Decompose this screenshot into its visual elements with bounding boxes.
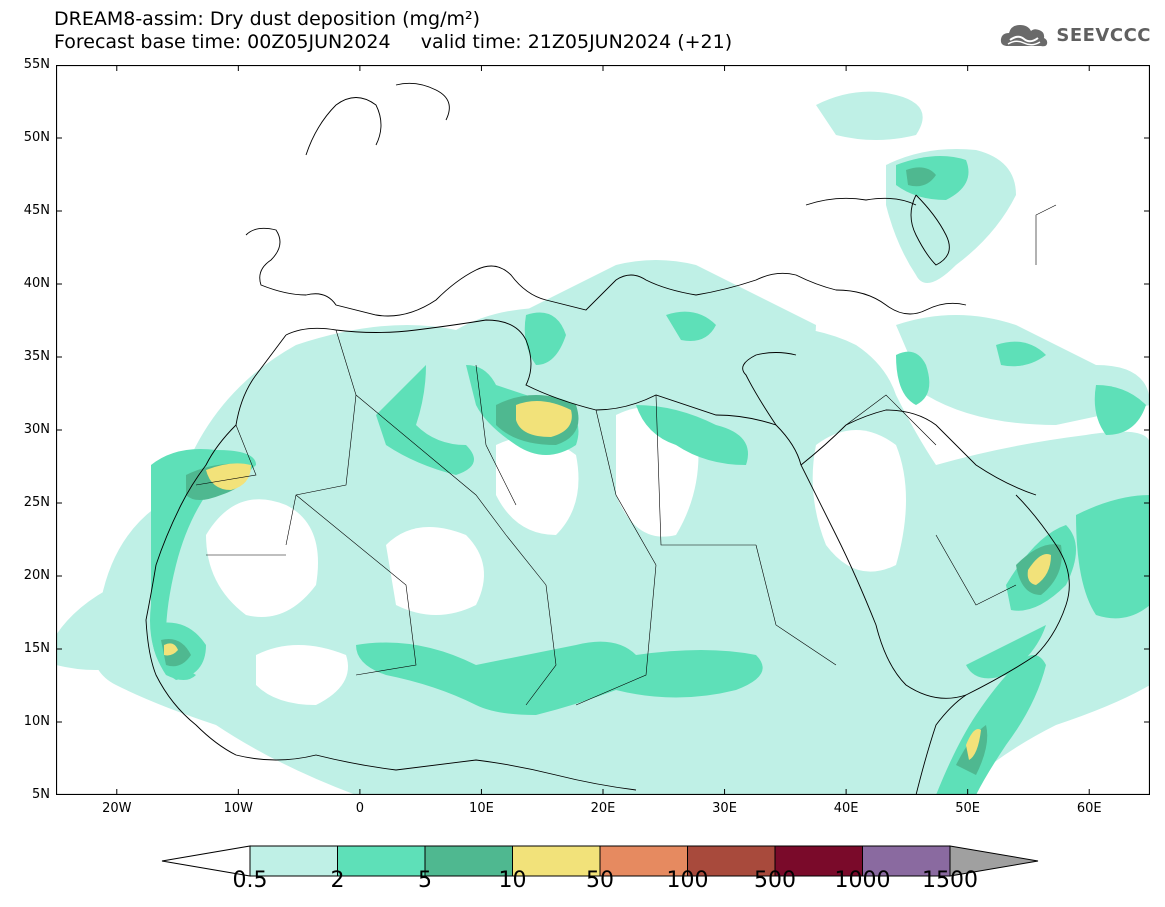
- colorbar-label: 10: [498, 868, 527, 893]
- logo-text: SEEVCCC: [1056, 24, 1151, 46]
- base-time: Forecast base time: 00Z05JUN2024: [54, 31, 391, 53]
- longitude-label: 60E: [1076, 801, 1102, 816]
- dust-band-iran-2: [996, 341, 1046, 367]
- dust-region-north-africa: [91, 307, 1150, 795]
- dust-region-west-atlantic: [56, 585, 136, 670]
- colorbar-label: 1500: [922, 868, 978, 893]
- dust-peak-libya: [516, 401, 572, 437]
- dust-band-arabian-sea: [1076, 495, 1150, 619]
- map-panel: [55, 64, 1151, 799]
- borders: [195, 204, 1057, 706]
- colorbar-label: 0.5: [232, 868, 268, 893]
- chart-title: DREAM8-assim: Dry dust deposition (mg/m²…: [54, 8, 481, 30]
- latitude-label: 20N: [23, 568, 50, 583]
- dust-peak-west-sahara: [206, 463, 251, 490]
- dust-band-pakistan: [1094, 385, 1146, 435]
- seevccc-logo: SEEVCCC: [998, 20, 1151, 50]
- colorbar-label: 100: [666, 868, 709, 893]
- clear-area-mid-sahara: [496, 437, 579, 535]
- axis-ticks: [56, 64, 1150, 796]
- longitude-label: 0: [355, 801, 365, 816]
- cloud-icon: [1001, 25, 1048, 47]
- map-canvas: [55, 64, 1151, 796]
- latitude-label: 45N: [23, 203, 50, 218]
- colorbar-label: 50: [586, 868, 614, 893]
- colorbar-graphic: [161, 845, 1039, 877]
- colorbar-segment: [249, 845, 338, 877]
- dust-peak-somalia: [966, 729, 981, 760]
- latitude-label: 35N: [23, 349, 50, 364]
- colorbar-segment: [774, 845, 863, 877]
- dust-region-mediterranean: [496, 260, 816, 385]
- longitude-label: 20W: [102, 801, 132, 816]
- colorbar-over-arrow: [949, 845, 1039, 877]
- latitude-label: 10N: [23, 714, 50, 729]
- longitude-label: 20E: [590, 801, 616, 816]
- latitude-label: 40N: [23, 276, 50, 291]
- clear-area-sahel-west: [256, 645, 348, 705]
- colorbar-label: 1000: [834, 868, 891, 893]
- colorbar-labels: 0.5 2 5 10 50 100 500 1000 1500: [0, 868, 1165, 898]
- clear-area-sahara-2: [386, 527, 484, 615]
- dust-peak-senegal: [164, 643, 178, 656]
- dust-band-west-coast: [150, 449, 256, 680]
- latitude-label: 30N: [23, 422, 50, 437]
- dust-band-iran-1: [896, 351, 930, 405]
- dust-band-aegean: [666, 311, 716, 341]
- longitude-label: 10W: [223, 801, 254, 816]
- dust-band-yemen: [966, 625, 1046, 679]
- dust-region-russia: [816, 91, 923, 140]
- clear-area-arabia: [812, 430, 906, 572]
- dust-band-sahel: [356, 641, 763, 715]
- colorbar-label: 2: [330, 868, 345, 893]
- latitude-label: 25N: [23, 495, 50, 510]
- dust-band-tunisia: [524, 312, 566, 365]
- colorbar-segment: [862, 845, 951, 877]
- longitude-label: 10E: [469, 801, 494, 816]
- longitude-label: 30E: [712, 801, 737, 816]
- dust-band-algeria: [376, 365, 474, 475]
- latitude-label: 50N: [23, 130, 50, 145]
- dust-core-caspian: [906, 167, 936, 187]
- clear-area-sahara-1: [206, 499, 318, 617]
- colorbar-segment: [599, 845, 688, 877]
- chart-header: DREAM8-assim: Dry dust deposition (mg/m²…: [54, 8, 732, 54]
- colorbar-label: 5: [418, 868, 432, 893]
- longitude-label: 50E: [955, 801, 981, 816]
- coastlines: [145, 82, 1070, 795]
- colorbar-label: 500: [754, 868, 796, 893]
- latitude-label: 55N: [23, 57, 50, 72]
- longitude-label: 40E: [833, 801, 859, 816]
- forecast-times: Forecast base time: 00Z05JUN2024 valid t…: [54, 31, 732, 54]
- dust-region-iran: [896, 315, 1150, 425]
- colorbar-segment: [337, 845, 426, 877]
- latitude-label: 5N: [32, 787, 50, 802]
- dust-band-egypt: [636, 405, 748, 465]
- colorbar-segment: [424, 845, 513, 877]
- colorbar: [160, 843, 1040, 883]
- latitude-label: 15N: [23, 641, 50, 656]
- dust-peak-oman: [1027, 554, 1051, 585]
- dust-field: [56, 91, 1150, 795]
- valid-time: valid time: 21Z05JUN2024 (+21): [420, 31, 733, 53]
